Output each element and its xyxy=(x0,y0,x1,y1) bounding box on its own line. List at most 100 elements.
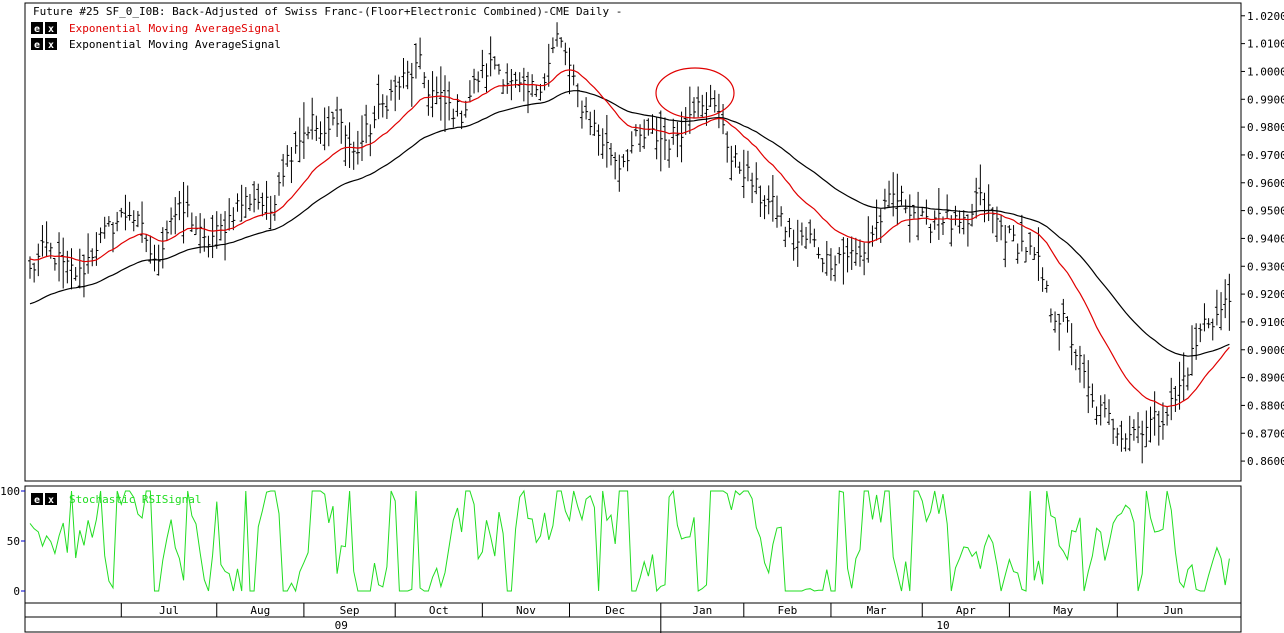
price-bar xyxy=(1156,410,1161,446)
price-axis: 1.0200 1.0100 1.0000 0.9900 0.9800 0.9700 0.96… xyxy=(1241,10,1284,468)
price-bar xyxy=(1227,273,1232,331)
y-tick-label: 0.9400 xyxy=(1247,232,1284,245)
close-button-ema-slow[interactable] xyxy=(45,38,57,50)
edit-button-label: e xyxy=(34,24,40,35)
price-bar xyxy=(459,110,464,130)
price-bar xyxy=(1148,406,1153,443)
price-bar xyxy=(1194,323,1199,360)
price-bar xyxy=(625,149,630,172)
price-bar xyxy=(692,97,696,119)
edit-button-ema-fast[interactable] xyxy=(31,22,43,34)
price-bar xyxy=(733,145,738,168)
y-tick-label: 0.9300 xyxy=(1247,260,1284,273)
ema-lines xyxy=(29,69,1230,408)
month-label: Jan xyxy=(692,604,712,617)
price-bar xyxy=(409,62,414,107)
price-bar xyxy=(434,76,439,105)
price-bar xyxy=(322,107,327,151)
price-bar xyxy=(1165,406,1170,426)
price-bar xyxy=(1086,360,1091,414)
price-bar xyxy=(1053,311,1058,333)
price-bar xyxy=(804,226,809,250)
price-bar xyxy=(496,63,501,75)
close-button-stoch-rsi[interactable] xyxy=(45,493,57,505)
price-bar xyxy=(762,195,767,220)
price-bar xyxy=(1131,419,1136,441)
price-bar xyxy=(488,36,493,77)
price-bar xyxy=(347,122,352,168)
price-bar xyxy=(671,118,676,145)
price-bar xyxy=(86,233,91,274)
price-bar xyxy=(696,86,701,118)
stoch-tick-label: 100 xyxy=(0,485,20,498)
price-bar xyxy=(443,75,447,132)
price-bar xyxy=(787,218,792,238)
price-bar xyxy=(73,267,78,281)
price-bar xyxy=(907,194,912,243)
price-bar xyxy=(243,187,248,218)
price-bar xyxy=(285,145,290,167)
price-bar xyxy=(530,74,535,97)
price-bar xyxy=(115,211,120,232)
price-bar xyxy=(932,210,937,230)
price-bar xyxy=(770,175,775,222)
price-bar xyxy=(455,94,460,117)
price-bar xyxy=(704,92,709,126)
price-bar xyxy=(584,97,589,120)
price-bar xyxy=(447,81,452,121)
edit-button-stoch-rsi[interactable] xyxy=(31,493,43,505)
price-bar xyxy=(326,106,331,147)
price-bar xyxy=(1177,361,1182,410)
price-bar xyxy=(484,63,489,93)
price-bar xyxy=(828,248,833,281)
price-bar xyxy=(1032,247,1037,260)
close-button-ema-fast[interactable] xyxy=(45,22,57,34)
stoch-rsi-line xyxy=(29,489,1230,593)
price-bar xyxy=(1160,402,1165,440)
price-bar xyxy=(119,207,124,218)
price-bar xyxy=(559,37,564,48)
price-bar xyxy=(517,72,522,93)
price-bar xyxy=(667,139,672,168)
price-bar xyxy=(845,237,850,273)
y-tick-label: 0.8600 xyxy=(1247,455,1284,468)
price-bar xyxy=(779,206,784,227)
price-bar xyxy=(891,172,896,217)
price-bar xyxy=(413,43,418,79)
close-button-label: x xyxy=(48,24,54,35)
price-bar xyxy=(314,115,319,141)
price-bar xyxy=(920,207,925,217)
price-bar xyxy=(1082,354,1087,389)
price-bar xyxy=(642,119,647,149)
price-bar xyxy=(1206,318,1211,329)
edit-button-ema-slow[interactable] xyxy=(31,38,43,50)
price-bar xyxy=(550,37,555,54)
ema-slow-line xyxy=(29,90,1230,357)
year-label: 10 xyxy=(936,619,949,632)
price-bar xyxy=(571,64,576,86)
y-tick-label: 0.9500 xyxy=(1247,205,1284,218)
price-bar xyxy=(725,131,730,163)
price-bar xyxy=(32,262,37,283)
legend-label-stoch-rsi: Stochastic RSISignal xyxy=(69,493,201,506)
stoch-tick-label: 50 xyxy=(7,535,20,548)
price-bar xyxy=(754,162,759,195)
price-bar xyxy=(235,193,240,212)
price-bar xyxy=(791,229,796,261)
price-bar xyxy=(816,247,821,259)
price-bar xyxy=(1173,385,1178,412)
price-bar xyxy=(741,149,746,199)
edit-button-label: e xyxy=(34,495,40,506)
price-bar xyxy=(297,117,302,163)
price-bar xyxy=(899,185,904,206)
price-bar xyxy=(604,114,609,168)
price-bar xyxy=(231,207,236,231)
month-label: Mar xyxy=(867,604,887,617)
price-bar xyxy=(1036,227,1041,281)
price-bar xyxy=(127,201,132,221)
price-bar xyxy=(144,234,149,253)
price-bar xyxy=(758,185,763,217)
price-bar xyxy=(766,185,771,215)
price-bar xyxy=(1057,313,1062,351)
